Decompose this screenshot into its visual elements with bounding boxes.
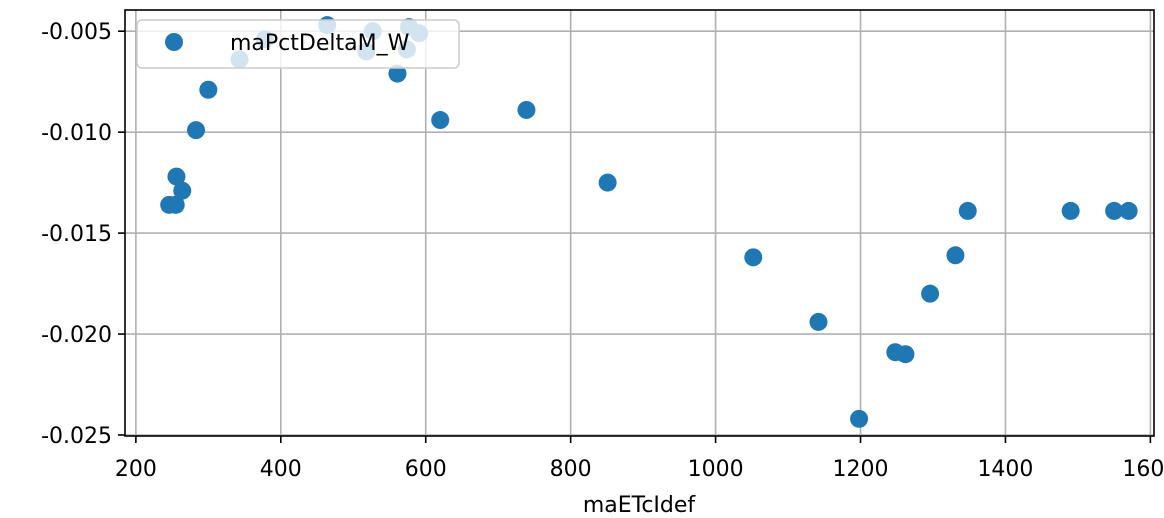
x-tick-label: 400	[260, 457, 302, 482]
y-tick-label: -0.010	[41, 121, 112, 146]
data-point	[850, 409, 869, 428]
x-tick-label: 1000	[688, 457, 744, 482]
x-axis-label: maETcIdef	[583, 493, 697, 518]
data-point	[431, 111, 450, 130]
y-tick-label: -0.015	[41, 222, 112, 247]
legend: maPctDeltaM_W	[136, 19, 460, 69]
x-tick-label: 800	[550, 457, 592, 482]
x-tick-label: 1200	[833, 457, 889, 482]
y-tick-label: -0.005	[41, 20, 112, 45]
data-point	[1119, 201, 1138, 220]
y-tick-label: -0.020	[41, 323, 112, 348]
data-point	[517, 100, 536, 119]
x-tick-label: 1400	[977, 457, 1033, 482]
data-point	[946, 246, 965, 265]
x-tick-label: 1600	[1122, 457, 1164, 482]
data-point	[1105, 201, 1124, 220]
data-point	[744, 248, 763, 267]
x-tick-label: 600	[405, 457, 447, 482]
data-point	[1061, 201, 1080, 220]
data-point	[167, 167, 186, 186]
data-point	[199, 80, 218, 99]
legend-box	[136, 19, 460, 69]
legend-label: maPctDeltaM_W	[230, 31, 410, 56]
data-point	[598, 173, 617, 192]
data-point	[809, 312, 828, 331]
data-point	[921, 284, 940, 303]
data-point	[187, 121, 206, 140]
data-point	[388, 64, 407, 83]
data-point	[958, 201, 977, 220]
data-point	[166, 195, 185, 214]
data-points	[160, 16, 1138, 428]
legend-marker	[165, 33, 183, 51]
y-tick-label: -0.025	[41, 424, 112, 449]
data-point	[896, 345, 915, 364]
x-axis: 200 400 600 800 1000 1200 1400 1600	[115, 436, 1164, 482]
x-tick-label: 200	[115, 457, 157, 482]
plot-frame	[124, 9, 1155, 437]
data-point	[173, 181, 192, 200]
y-axis: -0.005 -0.010 -0.015 -0.020 -0.025	[41, 20, 125, 449]
grid	[125, 10, 1154, 436]
